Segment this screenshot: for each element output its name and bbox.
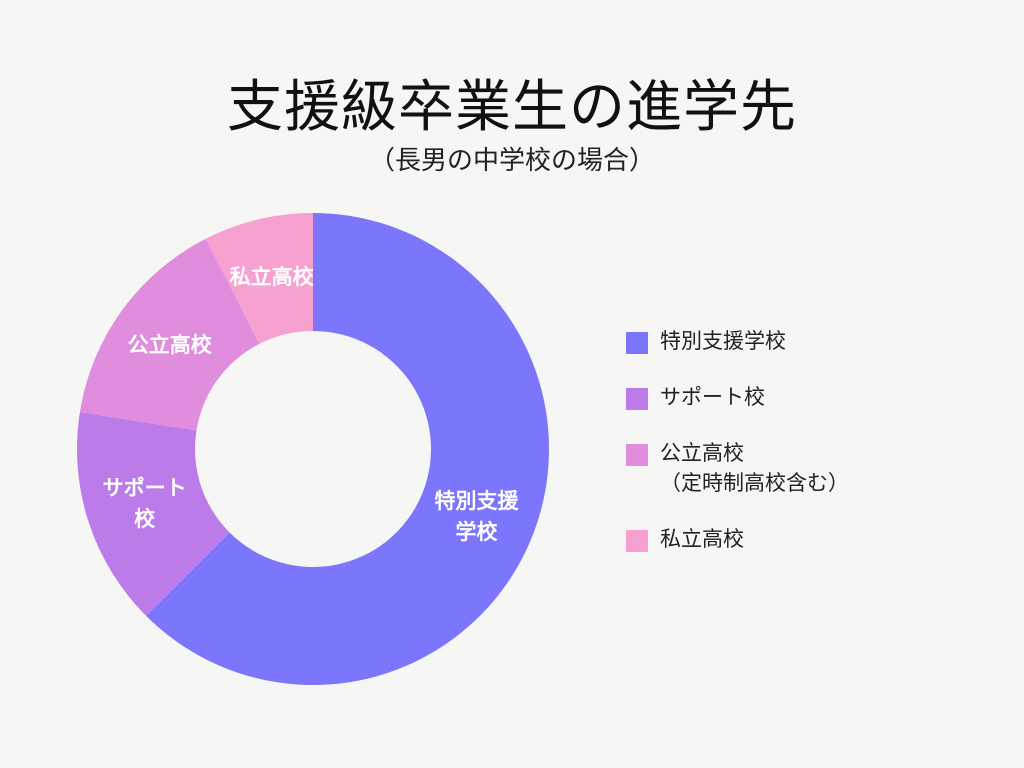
chart-title: 支援級卒業生の進学先 (227, 75, 797, 140)
legend-item-support-school: サポート校 (626, 382, 1006, 412)
slice-label-line: 公立高校 (128, 333, 213, 357)
legend-label: 私立高校 (660, 527, 744, 551)
slice-special-support-school (146, 213, 549, 685)
slice-label-line: 校 (134, 507, 156, 531)
slice-label-line: 特別支援 (435, 489, 520, 513)
slice-label-line: 学校 (456, 520, 499, 544)
slice-public-high-school (79, 238, 260, 431)
donut-slice-labels: 特別支援学校 サポート校 公立高校 私立高校 (103, 265, 520, 544)
legend-swatch (626, 388, 648, 410)
legend-swatch (626, 444, 648, 466)
legend-label: 公立高校 (660, 441, 744, 465)
slice-label: 公立高校 (128, 333, 213, 357)
legend-label: サポート校 (660, 385, 765, 409)
donut-slices (77, 213, 549, 685)
legend: 特別支援学校 サポート校 公立高校 （定時制高校含む） 私立高校 (626, 326, 1006, 554)
legend-item-private-high-school: 私立高校 (626, 524, 1006, 554)
legend-label: 特別支援学校 (660, 329, 786, 353)
legend-swatch (626, 332, 648, 354)
legend-swatch (626, 530, 648, 552)
slice-label: サポート校 (103, 476, 187, 531)
chart-subtitle: （長男の中学校の場合） (368, 146, 655, 176)
slice-label-line: 私立高校 (230, 265, 315, 289)
legend-item-special-support-school: 特別支援学校 (626, 326, 1006, 356)
slice-label-line: サポート (103, 476, 187, 500)
legend-note: （定時制高校含む） (660, 471, 849, 495)
slice-label: 特別支援学校 (435, 489, 520, 544)
legend-item-public-high-school: 公立高校 （定時制高校含む） (626, 438, 1006, 498)
slice-label: 私立高校 (230, 265, 315, 289)
slice-private-high-school (205, 213, 313, 344)
slice-support-school (77, 412, 230, 616)
